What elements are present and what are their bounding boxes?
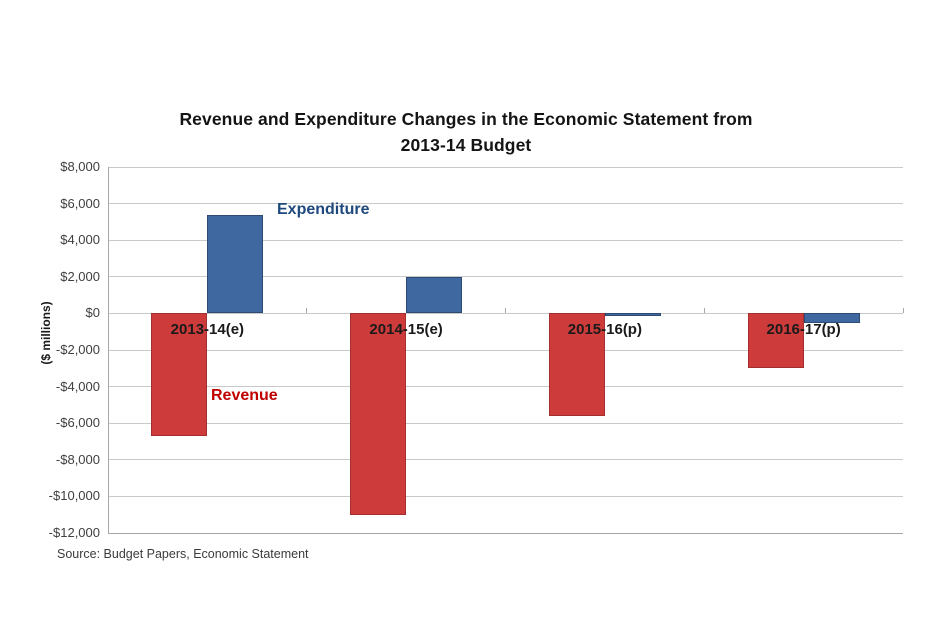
bar-expenditure-2014-15(e) [406, 276, 463, 314]
y-tick-label: $8,000 [60, 159, 100, 174]
gridline [108, 239, 903, 241]
gridline [108, 276, 903, 278]
chart-title: Revenue and Expenditure Changes in the E… [0, 106, 932, 158]
gridline [108, 203, 903, 205]
gridline [108, 386, 903, 388]
category-label: 2014-15(e) [369, 321, 443, 339]
gridline [108, 459, 903, 461]
series-label-expenditure: Expenditure [277, 201, 370, 218]
y-tick-label: -$12,000 [48, 525, 100, 540]
category-label: 2013-14(e) [170, 321, 245, 339]
bar-expenditure-2013-14(e) [207, 214, 264, 314]
gridline [108, 495, 903, 497]
series-label-revenue: Revenue [211, 387, 278, 404]
bar-revenue-2016-17(p) [747, 313, 804, 369]
y-tick-label: $0 [85, 305, 100, 321]
source-note: Source: Budget Papers, Economic Statemen… [57, 547, 309, 561]
y-tick-label: -$8,000 [55, 451, 100, 467]
bar-revenue-2014-15(e) [350, 313, 407, 515]
category-label: 2015-16(p) [567, 321, 642, 339]
x-axis-tick [505, 308, 506, 314]
y-tick-label: -$6,000 [55, 415, 100, 431]
y-tick-label: -$4,000 [55, 378, 100, 394]
x-axis-tick [902, 308, 904, 314]
chart-title-line1: Revenue and Expenditure Changes in the E… [179, 109, 753, 129]
gridline [108, 312, 903, 314]
bar-revenue-2015-16(p) [548, 313, 605, 416]
gridline [108, 166, 903, 168]
category-label: 2016-17(p) [766, 321, 841, 339]
y-tick-label: -$10,000 [48, 488, 100, 504]
y-tick-label: $6,000 [60, 195, 100, 211]
bar-expenditure-2016-17(p) [803, 313, 860, 323]
gridline [108, 422, 903, 424]
x-axis-tick [306, 308, 308, 314]
x-axis-tick [703, 308, 705, 314]
gridline [108, 532, 903, 534]
y-tick-label: $4,000 [60, 232, 100, 248]
y-tick-label: $2,000 [60, 268, 100, 284]
gridline [108, 349, 903, 351]
y-tick-label: -$2,000 [55, 342, 100, 357]
y-axis-line [107, 167, 109, 533]
chart-title-line2: 2013-14 Budget [400, 135, 532, 155]
bar-expenditure-2015-16(p) [604, 313, 661, 317]
bar-revenue-2013-14(e) [151, 313, 208, 436]
